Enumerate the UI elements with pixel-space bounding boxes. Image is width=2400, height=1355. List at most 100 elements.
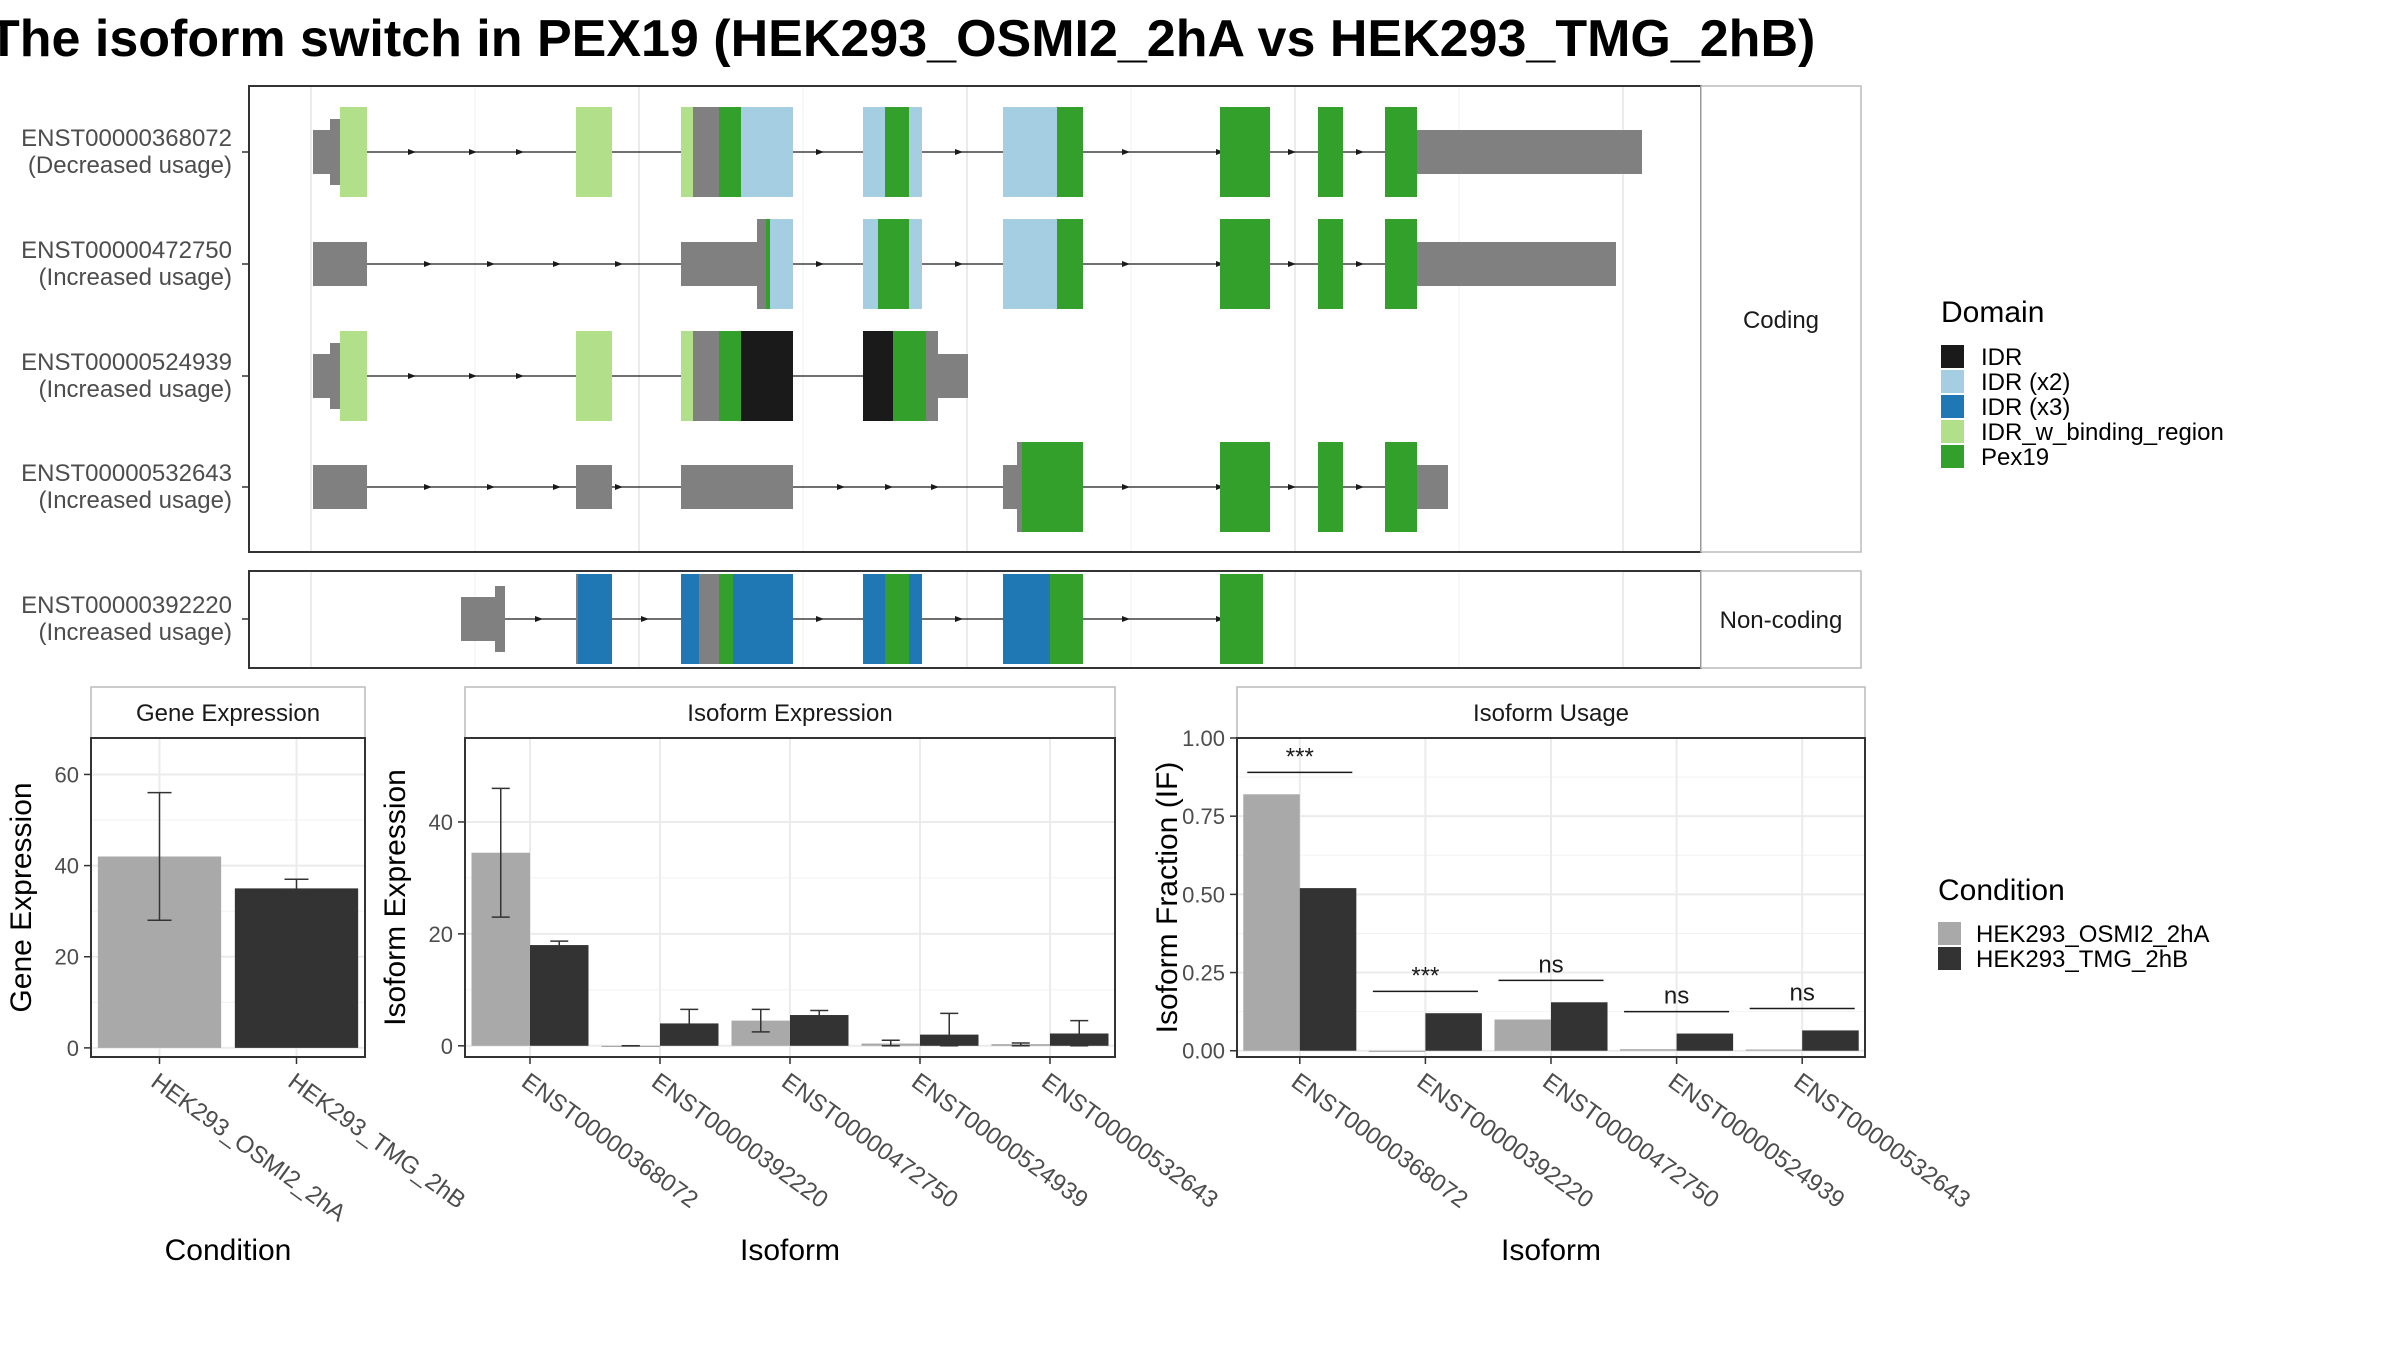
domain-legend-label: Pex19 — [1981, 444, 2049, 471]
isoform-label: ENST00000524939 — [21, 349, 232, 376]
direction-arrow — [516, 149, 524, 155]
figure-title: The isoform switch in PEX19 (HEK293_OSMI… — [0, 10, 1815, 68]
panel-strip — [90, 686, 366, 739]
exon-segment — [330, 119, 340, 185]
exon-segment — [1057, 107, 1083, 197]
exon-segment — [1220, 442, 1270, 532]
exon-segment — [863, 107, 885, 197]
exon-segment — [576, 574, 578, 664]
exon-segment — [741, 331, 793, 421]
y-tick-label: 20 — [429, 922, 453, 947]
exon-segment — [863, 331, 893, 421]
direction-arrow — [1122, 484, 1130, 490]
condition-legend-label: HEK293_TMG_2hB — [1976, 946, 2188, 973]
exon-segment — [1220, 574, 1263, 664]
domain-legend-label: IDR — [1981, 344, 2022, 371]
significance-label: ns — [1538, 951, 1563, 978]
isoform-track-5: ENST00000392220(Increased usage) — [21, 574, 1263, 664]
direction-arrow — [469, 149, 477, 155]
direction-arrow — [955, 616, 963, 622]
direction-arrow — [487, 484, 495, 490]
domain-legend-swatch — [1941, 395, 1964, 418]
exon-segment — [693, 331, 719, 421]
direction-arrow — [1288, 484, 1296, 490]
bar — [1676, 1033, 1734, 1051]
bar — [1243, 794, 1300, 1051]
bar — [1368, 1050, 1426, 1052]
direction-arrow — [424, 484, 432, 490]
bar — [1425, 1013, 1482, 1051]
exon-segment — [885, 107, 909, 197]
y-tick-label: 0.75 — [1182, 804, 1225, 829]
y-tick-label: 60 — [55, 762, 79, 787]
exon-segment — [681, 574, 699, 664]
exon-segment — [340, 331, 367, 421]
condition-legend-swatch — [1938, 922, 1961, 945]
bar — [790, 1015, 849, 1046]
direction-arrow — [1356, 149, 1364, 155]
exon-segment — [313, 242, 367, 286]
exon-segment — [909, 574, 922, 664]
isoform-usage-label: (Increased usage) — [39, 376, 232, 403]
exon-segment — [1318, 442, 1343, 532]
exon-segment — [1003, 574, 1050, 664]
exon-segment — [909, 107, 922, 197]
isoform-track-2: ENST00000472750(Increased usage) — [21, 219, 1616, 309]
exon-segment — [578, 574, 612, 664]
exon-segment — [1057, 219, 1083, 309]
isoform-label: ENST00000472750 — [21, 237, 232, 264]
exon-segment — [1318, 219, 1343, 309]
domain-legend-swatch — [1941, 370, 1964, 393]
significance-label: *** — [1286, 743, 1314, 770]
exon-segment — [1003, 465, 1017, 509]
bar — [1802, 1030, 1859, 1051]
exon-segment — [1220, 107, 1270, 197]
direction-arrow — [885, 484, 893, 490]
exon-segment — [681, 465, 793, 509]
panel-title: Isoform Expression — [687, 700, 892, 727]
exon-segment — [926, 331, 938, 421]
exon-segment — [757, 219, 766, 309]
y-axis-title: Isoform Expression — [379, 769, 412, 1026]
exon-segment — [681, 107, 693, 197]
domain-legend-swatch — [1941, 345, 1964, 368]
domain-legend-title: Domain — [1941, 296, 2044, 329]
exon-segment — [699, 574, 719, 664]
exon-segment — [495, 586, 505, 652]
exon-segment — [878, 219, 909, 309]
direction-arrow — [408, 373, 416, 379]
direction-arrow — [535, 616, 543, 622]
y-tick-label: 40 — [55, 854, 79, 879]
exon-segment — [938, 354, 968, 398]
direction-arrow — [469, 373, 477, 379]
isoform-label: ENST00000392220 — [21, 592, 232, 619]
direction-arrow — [816, 261, 824, 267]
direction-arrow — [955, 149, 963, 155]
bar — [1620, 1049, 1677, 1051]
direction-arrow — [1356, 261, 1364, 267]
exon-segment — [1220, 219, 1270, 309]
direction-arrow — [1122, 149, 1130, 155]
direction-arrow — [1122, 261, 1130, 267]
y-tick-label: 0.50 — [1182, 882, 1225, 907]
x-axis-title: Isoform — [1501, 1234, 1601, 1267]
domain-legend-swatch — [1941, 445, 1964, 468]
bar — [1299, 888, 1357, 1051]
noncoding-strip — [1700, 570, 1862, 669]
exon-segment — [1318, 107, 1343, 197]
direction-arrow — [615, 484, 623, 490]
plot-frame — [90, 737, 366, 1058]
exon-segment — [719, 574, 733, 664]
direction-arrow — [424, 261, 432, 267]
panel-strip — [1236, 686, 1866, 739]
direction-arrow — [837, 484, 845, 490]
significance-label: *** — [1411, 962, 1439, 989]
direction-arrow — [955, 261, 963, 267]
exon-segment — [576, 465, 612, 509]
isoform-label: ENST00000532643 — [21, 460, 232, 487]
direction-arrow — [1288, 149, 1296, 155]
y-tick-label: 1.00 — [1182, 726, 1225, 751]
condition-legend-label: HEK293_OSMI2_2hA — [1976, 921, 2209, 948]
